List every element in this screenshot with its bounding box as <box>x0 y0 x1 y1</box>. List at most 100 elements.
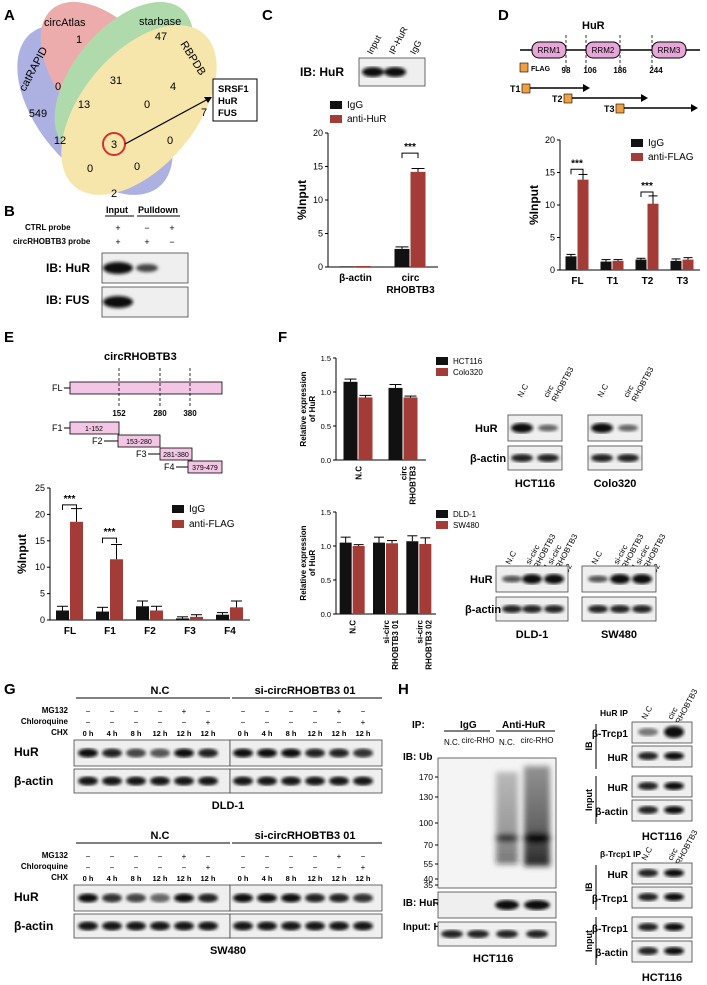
y-tick-label: 5 <box>318 229 323 239</box>
probe-mark: + <box>115 237 120 247</box>
treatment-mark: − <box>134 852 139 861</box>
rrm-label: RRM3 <box>658 46 681 55</box>
blot-band <box>638 947 658 955</box>
time-label: 12 h <box>307 729 322 738</box>
y-tick-label: 0.5 <box>321 422 331 431</box>
blot-band <box>126 776 146 786</box>
blot-band <box>664 923 684 931</box>
x-tick-label: T1 <box>607 276 619 287</box>
legend-swatch <box>330 101 342 109</box>
blot-band <box>103 262 133 274</box>
blot-band <box>78 921 98 931</box>
blot-band <box>502 575 522 583</box>
blot-band <box>136 264 158 272</box>
venn-result: FUS <box>218 108 237 119</box>
time-label: 8 h <box>131 874 142 883</box>
ub-band <box>495 835 519 841</box>
treatment-mark: − <box>313 863 318 872</box>
bar <box>388 387 403 460</box>
treatment-mark: − <box>289 852 294 861</box>
time-label: 12 h <box>200 874 215 883</box>
blot-band <box>664 893 684 901</box>
ip-title: β-Trcp1 IP <box>600 849 641 859</box>
legend-swatch <box>436 510 448 518</box>
fragment-name: F4 <box>164 462 175 472</box>
blot-band <box>257 893 277 903</box>
side-label: Input <box>584 930 594 952</box>
blot-band <box>305 893 325 903</box>
blot-band <box>638 806 658 814</box>
blot-row-label: β-Trcp1 <box>592 729 629 740</box>
y-tick-label: 5 <box>40 589 45 599</box>
legend-swatch <box>436 368 448 376</box>
flag-tag <box>519 62 529 73</box>
blot-col-label: circRHOBTB3 <box>666 683 700 725</box>
treatment-mark: + <box>361 863 366 872</box>
time-label: 12 h <box>331 729 346 738</box>
probe-label: CTRL probe <box>25 223 71 232</box>
fragment-bar <box>159 447 193 461</box>
cell-line-label: HCT116 <box>473 953 513 965</box>
blot-row-label: β-Trcp1 <box>592 894 629 905</box>
y-tick-label: 0 <box>40 615 45 625</box>
fragment-name: F1 <box>52 423 63 433</box>
x-tick-label-line: RHOBTB3 02 <box>424 619 433 669</box>
blot-band <box>591 454 613 462</box>
rrm-label: RRM1 <box>538 46 561 55</box>
bar <box>190 616 203 620</box>
treatment-label: MG132 <box>42 706 69 715</box>
blot-band <box>233 776 253 786</box>
bar <box>70 521 83 620</box>
probe-mark: + <box>115 223 120 233</box>
bar <box>176 618 189 620</box>
venn-result: SRSF1 <box>218 84 249 95</box>
venn-count: 1 <box>76 34 82 46</box>
treatment-mark: − <box>241 718 246 727</box>
x-tick-label-line: RHOBTB3 <box>386 285 435 296</box>
probe-mark: + <box>169 223 174 233</box>
venn-rbpdb <box>61 25 217 195</box>
legend-swatch <box>172 520 184 528</box>
treatment-mark: − <box>337 718 342 727</box>
x-tick-label: N.C <box>349 620 358 634</box>
x-tick-label: N.C <box>355 466 364 480</box>
x-tick-label: F2 <box>144 626 156 637</box>
lane-label: circ-RHO <box>521 736 554 745</box>
fragment-name: F2 <box>92 436 103 446</box>
time-label: 4 h <box>262 874 273 883</box>
x-tick-label: T2 <box>642 276 654 287</box>
treatment-mark: − <box>182 718 187 727</box>
blot-row-label: HuR <box>470 574 493 586</box>
legend-label: anti-FLAG <box>189 519 235 530</box>
blot-band <box>257 921 277 931</box>
y-tick-label: 0 <box>318 262 323 272</box>
treatment-mark: − <box>265 852 270 861</box>
x-tick-label-line: T3 <box>677 276 689 287</box>
lane-label: N.C. <box>444 738 460 747</box>
panel-letter-e: E <box>4 329 14 346</box>
treatment-mark: + <box>337 852 342 861</box>
blot-row-label: HuR <box>14 890 39 904</box>
position-label: 280 <box>153 409 167 418</box>
blot-membrane <box>631 775 693 798</box>
position-label: 244 <box>649 66 663 75</box>
mw-marker: 40 <box>424 874 434 884</box>
blot-band <box>522 605 542 613</box>
legend-label: SW480 <box>453 521 480 530</box>
ip-group: IgG <box>460 720 477 731</box>
legend-swatch <box>631 153 643 161</box>
blot-band <box>281 748 301 758</box>
venn-label-circatlas: circAtlas <box>44 17 86 29</box>
cell-line-label: DLD-1 <box>212 800 244 812</box>
treatment-mark: − <box>110 863 115 872</box>
blot-band <box>362 67 384 77</box>
blot-col: IP-HuR <box>387 25 410 56</box>
treatment-mark: − <box>265 707 270 716</box>
blot-band <box>664 752 684 760</box>
blot-band <box>150 776 170 786</box>
flag-tag <box>521 83 531 94</box>
legend-label: anti-HuR <box>347 114 386 125</box>
treatment-mark: − <box>158 852 163 861</box>
blot-row-label: IB: HuR <box>403 898 440 909</box>
cell-line-label: SW480 <box>210 945 246 957</box>
